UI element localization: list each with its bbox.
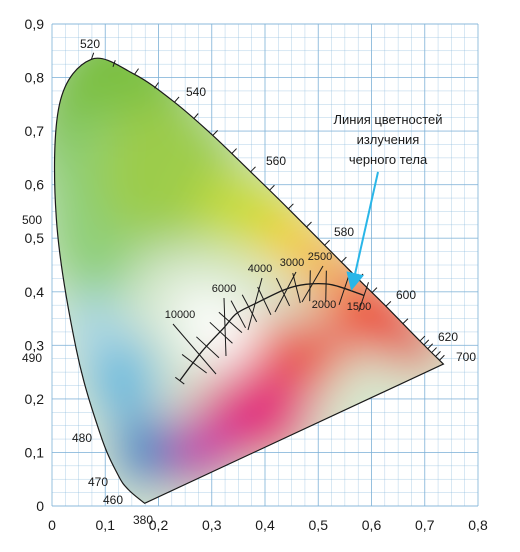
wavelength-tick xyxy=(431,347,437,353)
wavelength-tick xyxy=(193,113,199,120)
wavelength-label: 540 xyxy=(186,85,206,99)
wavelength-label: 380 xyxy=(133,513,153,527)
isotemperature-tick xyxy=(175,376,185,385)
wavelength-tick xyxy=(435,351,441,357)
isotemperature-tick xyxy=(241,294,258,323)
wavelength-tick xyxy=(90,52,95,60)
isotemperature-line xyxy=(274,271,297,313)
wavelength-label: 470 xyxy=(88,475,108,489)
wavelength-tick xyxy=(134,68,139,75)
x-tick-label: 0 xyxy=(48,517,56,533)
x-tick-label: 0,2 xyxy=(149,517,169,533)
isotemperature-line xyxy=(301,265,324,303)
wavelength-tick xyxy=(341,256,347,263)
isotemperature-tick xyxy=(230,300,246,329)
temperature-label: 10000 xyxy=(165,309,196,321)
wavelength-tick xyxy=(112,60,116,68)
wavelength-label: 620 xyxy=(438,330,458,344)
isotemperature-tick xyxy=(275,277,291,307)
isotemperature-tick xyxy=(209,321,233,344)
wavelength-tick xyxy=(371,287,378,293)
annotation-line-1: Линия цветностей xyxy=(333,112,442,127)
wavelength-tick xyxy=(385,300,392,307)
wavelength-label: 600 xyxy=(396,288,416,302)
planckian-locus-curve xyxy=(179,282,365,382)
wavelength-label: 520 xyxy=(80,37,100,51)
isotemperature-tick xyxy=(325,270,327,302)
y-tick-label: 0,4 xyxy=(25,284,45,300)
isotemperature-tick xyxy=(181,354,207,374)
wavelength-tick xyxy=(231,148,237,154)
isotemperature-tick xyxy=(196,336,220,359)
wavelength-tick xyxy=(250,166,256,173)
wavelength-label: 490 xyxy=(22,351,42,365)
x-tick-label: 0,3 xyxy=(202,517,222,533)
isotemperature-line xyxy=(247,277,263,331)
y-tick-label: 0 xyxy=(36,498,44,514)
isotemperature-line xyxy=(223,297,227,357)
wavelength-label: 560 xyxy=(266,154,286,168)
wavelength-tick xyxy=(423,339,430,346)
wavelength-tick xyxy=(212,130,219,136)
isotemperature-tick xyxy=(309,270,311,302)
wavelength-label: 580 xyxy=(334,225,354,239)
y-tick-label: 0,1 xyxy=(25,444,45,460)
temperature-label: 2500 xyxy=(308,251,332,263)
temperature-label: 4000 xyxy=(248,263,272,275)
y-tick-label: 0,2 xyxy=(25,391,45,407)
x-tick-label: 0,1 xyxy=(96,517,116,533)
isotemperature-tick xyxy=(218,311,243,334)
wavelength-tick xyxy=(269,184,275,191)
wavelength-tick xyxy=(306,221,312,228)
temperature-label: 3000 xyxy=(280,257,304,269)
x-tick-label: 0,6 xyxy=(362,517,382,533)
annotation-line-2: излучения xyxy=(357,132,420,147)
isotemperature-tick xyxy=(292,273,301,304)
wavelength-tick xyxy=(174,96,180,103)
y-tick-label: 0,3 xyxy=(25,337,45,353)
isotemperature-line xyxy=(172,323,217,375)
labels: 0 0,1 0,2 0,3 0,4 0,5 0,6 0,7 0,8 0 0,1 0,2 0,3 0,4 0,… xyxy=(22,16,488,533)
temperature-label: 2000 xyxy=(312,299,336,311)
wavelength-tick xyxy=(439,354,445,361)
wavelength-label: 480 xyxy=(72,431,92,445)
isotemperature-tick xyxy=(257,286,272,316)
y-tick-label: 0,8 xyxy=(25,70,45,86)
isotemperature-tick xyxy=(358,282,369,312)
temperature-label: 1500 xyxy=(347,301,371,313)
y-tick-label: 0,7 xyxy=(25,123,45,139)
wavelength-tick xyxy=(288,203,294,210)
wavelength-ticks xyxy=(90,52,445,361)
x-tick-label: 0,4 xyxy=(255,517,275,533)
y-tick-label: 0,9 xyxy=(25,16,45,32)
wavelength-tick xyxy=(419,335,426,342)
temperature-label: 6000 xyxy=(212,283,236,295)
wavelength-label: 460 xyxy=(103,493,123,507)
wavelength-tick xyxy=(402,318,409,325)
wavelength-tick xyxy=(154,82,159,89)
y-tick-label: 0,5 xyxy=(25,230,45,246)
wavelength-label: 700 xyxy=(456,350,476,364)
wavelength-tick xyxy=(324,239,330,246)
planckian-locus xyxy=(172,265,369,385)
wavelength-label: 500 xyxy=(22,213,42,227)
annotation-arrow xyxy=(346,171,379,291)
y-tick-label: 0,6 xyxy=(25,177,45,193)
x-tick-label: 0,8 xyxy=(468,517,488,533)
wavelength-tick xyxy=(427,343,434,350)
annotation-line-3: черного тела xyxy=(349,152,428,167)
x-tick-label: 0,5 xyxy=(309,517,329,533)
annotation: Линия цветностей излучения черного тела xyxy=(333,112,443,291)
x-tick-label: 0,7 xyxy=(415,517,435,533)
